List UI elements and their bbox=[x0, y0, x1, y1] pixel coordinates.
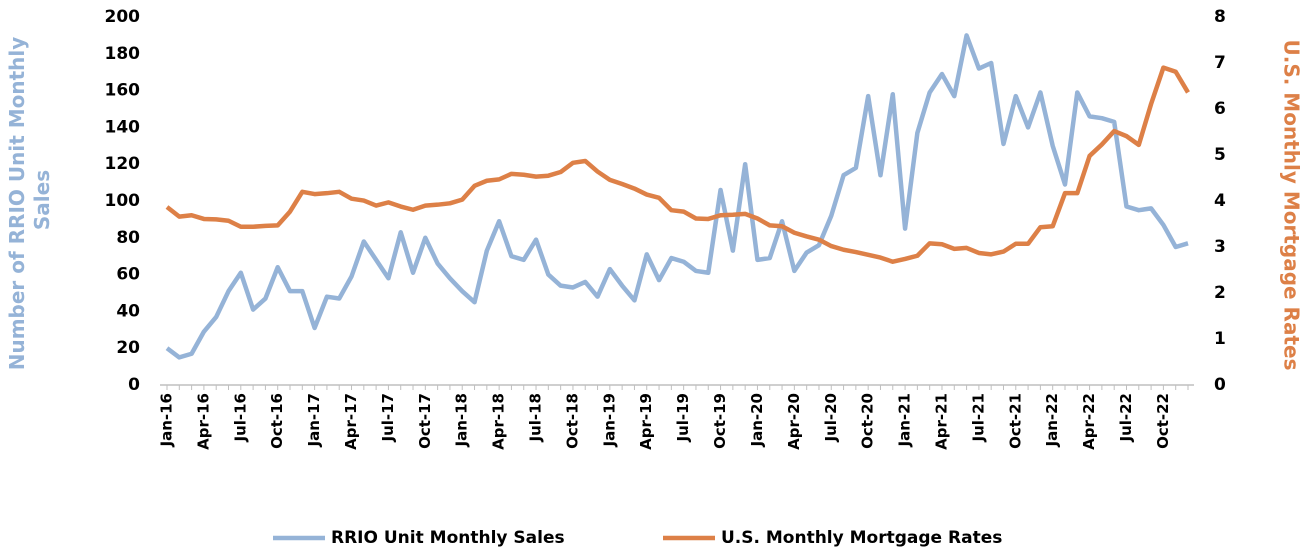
x-tick-label: Oct-22 bbox=[1154, 393, 1172, 449]
x-tick-label: Jul-21 bbox=[969, 393, 987, 443]
x-tick-label: Oct-18 bbox=[563, 393, 581, 449]
y-tick-label: 120 bbox=[105, 154, 141, 174]
y2-tick-label: 3 bbox=[1214, 237, 1226, 257]
y-tick-label: 0 bbox=[128, 375, 140, 395]
y2-tick-label: 6 bbox=[1214, 99, 1226, 119]
x-tick-label: Apr-17 bbox=[342, 393, 360, 450]
x-tick-label: Apr-21 bbox=[932, 393, 950, 450]
y2-tick-label: 1 bbox=[1214, 329, 1226, 349]
y2-tick-label: 4 bbox=[1214, 191, 1226, 211]
y-tick-label: 200 bbox=[105, 7, 141, 27]
x-tick-label: Jan-19 bbox=[600, 393, 618, 447]
x-tick-label: Apr-20 bbox=[785, 393, 803, 450]
y-tick-label: 100 bbox=[105, 191, 141, 211]
y2-tick-label: 5 bbox=[1214, 145, 1226, 165]
x-tick-label: Apr-18 bbox=[490, 393, 508, 450]
y2-tick-label: 2 bbox=[1214, 283, 1226, 303]
x-tick-label: Jul-17 bbox=[379, 393, 397, 443]
y-tick-label: 160 bbox=[105, 81, 141, 101]
x-tick-label: Oct-19 bbox=[711, 393, 729, 449]
x-tick-label: Apr-19 bbox=[637, 393, 655, 450]
y-tick-label: 140 bbox=[105, 117, 141, 137]
x-tick-label: Jan-21 bbox=[896, 393, 914, 447]
x-tick-label: Oct-17 bbox=[416, 393, 434, 449]
y-tick-label: 60 bbox=[116, 265, 140, 285]
x-tick-label: Jan-16 bbox=[158, 393, 176, 447]
y2-tick-label: 0 bbox=[1214, 375, 1226, 395]
y-axis-title-line: Sales bbox=[30, 170, 54, 230]
series-line bbox=[165, 65, 1190, 264]
x-tick-label: Jul-16 bbox=[231, 393, 249, 443]
x-tick-label: Apr-16 bbox=[194, 393, 212, 450]
x-tick-label: Jul-19 bbox=[674, 393, 692, 443]
series-line bbox=[165, 33, 1189, 360]
y2-axis-title: U.S. Monthly Mortgage Rates bbox=[1280, 40, 1304, 371]
y2-tick-label: 8 bbox=[1214, 7, 1226, 27]
y-tick-label: 180 bbox=[105, 44, 141, 64]
x-tick-label: Jan-18 bbox=[453, 393, 471, 447]
x-tick-label: Jul-18 bbox=[527, 393, 545, 443]
y-axis-title: Number of RRIO Unit Monthly Sales bbox=[5, 30, 54, 371]
y-tick-label: 80 bbox=[116, 228, 140, 248]
x-tick-label: Jan-22 bbox=[1043, 393, 1061, 447]
x-tick-label: Jan-20 bbox=[748, 393, 766, 447]
x-tick-label: Jan-17 bbox=[305, 393, 323, 447]
legend-label: RRIO Unit Monthly Sales bbox=[331, 528, 565, 548]
legend-label: U.S. Monthly Mortgage Rates bbox=[721, 528, 1002, 548]
x-tick-label: Oct-21 bbox=[1006, 393, 1024, 449]
x-tick-label: Apr-22 bbox=[1080, 393, 1098, 450]
y-axis-title-line: Number of RRIO Unit Monthly bbox=[5, 37, 29, 371]
x-tick-label: Oct-20 bbox=[859, 393, 877, 449]
y-tick-label: 40 bbox=[116, 301, 140, 321]
x-tick-label: Oct-16 bbox=[268, 393, 286, 449]
y2-tick-label: 7 bbox=[1214, 53, 1226, 73]
x-tick-label: Jul-20 bbox=[822, 393, 840, 443]
x-tick-label: Jul-22 bbox=[1117, 393, 1135, 443]
y-tick-label: 20 bbox=[116, 338, 140, 358]
